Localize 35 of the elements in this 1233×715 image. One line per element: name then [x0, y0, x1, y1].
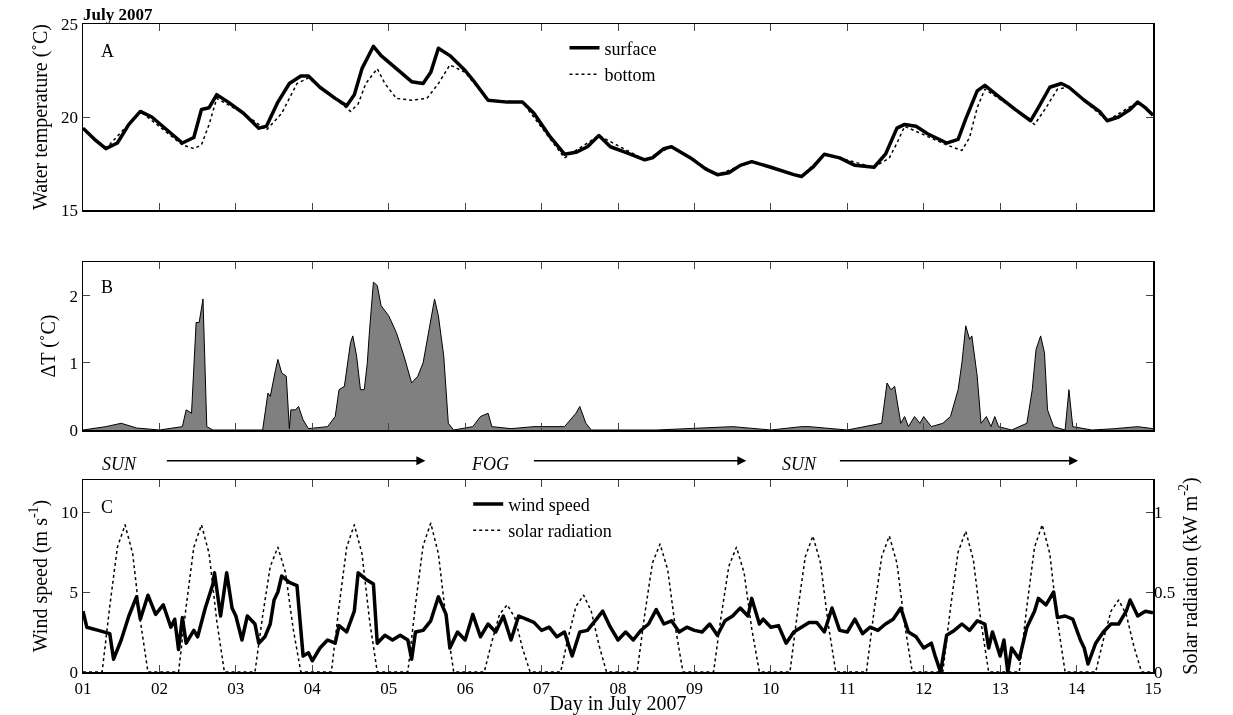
x-tick-label: 10: [762, 678, 780, 698]
legend-label: bottom: [604, 65, 656, 86]
text: FOG: [471, 454, 509, 474]
legend-label: surface: [604, 38, 657, 59]
y-tick-label: 25: [61, 14, 79, 34]
text: SUN: [102, 454, 137, 474]
x-tick-label: 06: [456, 678, 474, 698]
x-tick-label: 09: [685, 678, 703, 698]
legend-label: solar radiation: [508, 521, 612, 542]
x-tick-label: 12: [915, 678, 933, 698]
y-tick-label: 20: [61, 107, 79, 127]
x-tick-label: 03: [227, 678, 245, 698]
y-tick-label: 0: [69, 420, 79, 440]
y-tick-label: 10: [61, 502, 79, 522]
annotation: A: [101, 41, 114, 61]
x-tick-label: 14: [1068, 678, 1086, 698]
y-axis-title: ΔT (˚C): [37, 314, 61, 378]
y-tick-label: 2: [69, 286, 79, 306]
legend-label: wind speed: [508, 494, 590, 515]
y-tick-label: 1: [69, 353, 79, 373]
y-axis-title: Water temperature (˚C): [28, 23, 52, 211]
x-tick-label: 13: [991, 678, 1009, 698]
x-tick-label: 07: [533, 678, 551, 698]
x-tick-label: 11: [839, 678, 856, 698]
x-tick-label: 05: [380, 678, 398, 698]
y2-tick-label: 1: [1154, 502, 1163, 522]
x-tick-label: 02: [150, 678, 168, 698]
annotation: C: [101, 497, 114, 517]
y-tick-label: 5: [69, 582, 79, 602]
text: SUN: [782, 454, 817, 474]
y-tick-label: 15: [61, 200, 79, 220]
annotation: B: [101, 277, 114, 297]
chart-title: July 2007: [83, 4, 153, 24]
x-tick-label: 04: [303, 678, 322, 698]
y2-tick-label: 0.5: [1154, 582, 1176, 602]
